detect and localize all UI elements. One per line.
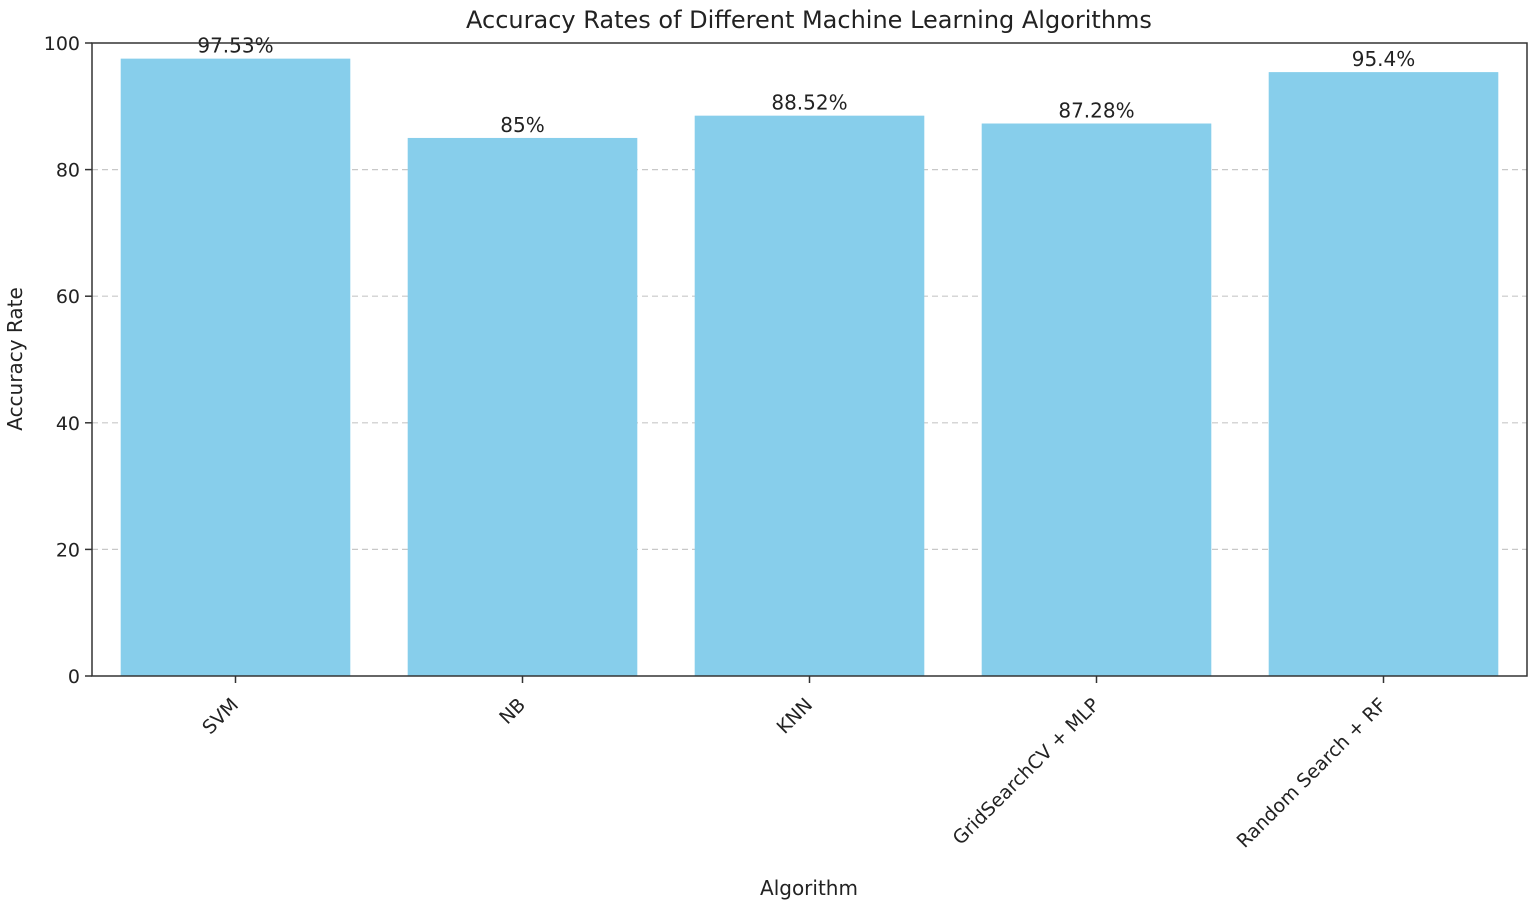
y-tick-label: 40: [56, 413, 80, 435]
bar-value-label: 87.28%: [1058, 99, 1134, 123]
y-tick-label: 100: [44, 33, 80, 55]
x-tick-label: GridSearchCV + MLP: [949, 694, 1104, 849]
chart-title: Accuracy Rates of Different Machine Lear…: [466, 6, 1152, 34]
y-tick-label: 20: [56, 539, 80, 561]
y-axis-title: Accuracy Rate: [3, 287, 27, 431]
bar: [120, 58, 351, 676]
x-axis: SVM NB KNN GridSearchCV + MLP Random Search …: [198, 676, 1391, 852]
x-axis-title: Algorithm: [760, 876, 858, 900]
x-tick-label: NB: [495, 694, 530, 729]
bar: [694, 115, 925, 677]
x-tick-label: Random Search + RF: [1233, 694, 1391, 852]
y-tick-label: 0: [68, 666, 80, 688]
x-tick-label: SVM: [198, 694, 243, 739]
x-tick-label: KNN: [773, 694, 817, 738]
bar-value-label: 85%: [500, 113, 544, 137]
y-tick-label: 60: [56, 286, 80, 308]
bar-value-label: 88.52%: [771, 91, 847, 115]
y-tick-label: 80: [56, 160, 80, 182]
bar-value-label: 97.53%: [197, 34, 273, 58]
value-labels: 97.53% 85% 88.52% 87.28% 95.4%: [197, 34, 1415, 137]
bars: [120, 58, 1499, 677]
y-axis: 0 20 40 60 80 100: [44, 33, 92, 688]
bar-value-label: 95.4%: [1352, 47, 1416, 71]
bar: [981, 123, 1212, 677]
bar: [1268, 72, 1499, 677]
bar: [407, 137, 638, 676]
